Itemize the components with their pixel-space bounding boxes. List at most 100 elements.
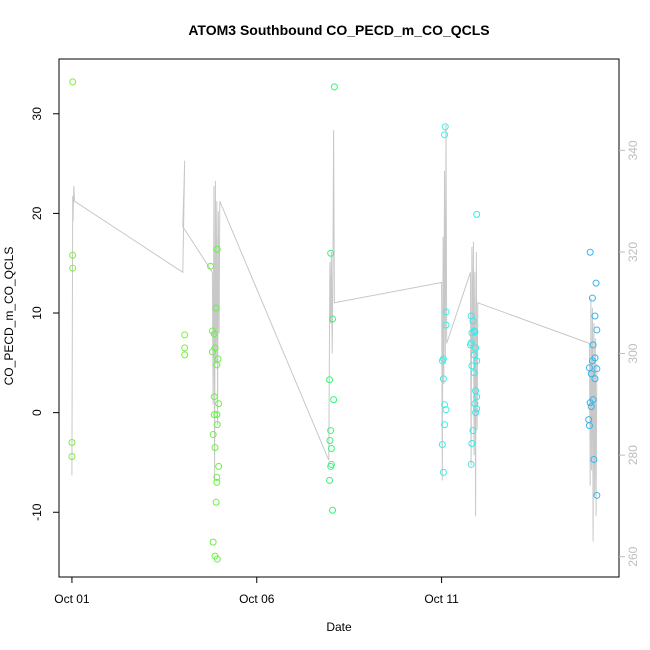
x-tick-label: Oct 11 (424, 592, 459, 606)
data-point (593, 491, 601, 499)
data-point (215, 462, 223, 470)
data-point (213, 478, 221, 486)
plot-area-frame (58, 58, 620, 578)
data-point (472, 344, 480, 352)
data-point (181, 331, 189, 339)
data-point (466, 341, 474, 349)
data-point (591, 375, 599, 383)
data-point (441, 401, 449, 409)
data-point (585, 364, 593, 372)
data-point (327, 249, 335, 257)
data-point (587, 370, 595, 378)
data-point (213, 421, 221, 429)
data-point (327, 462, 335, 470)
point-series-layer (68, 78, 601, 563)
series-line (71, 124, 598, 542)
data-point (468, 440, 476, 448)
chart-title: ATOM3 Southbound CO_PECD_m_CO_QCLS (188, 22, 489, 38)
data-point (69, 251, 77, 259)
data-point (467, 460, 475, 468)
data-point (213, 473, 221, 481)
data-point (587, 403, 595, 411)
data-point (439, 375, 447, 383)
y-right-tick-label: 280 (626, 445, 640, 465)
y-axis-right: 260 280 300 320 340 (619, 140, 640, 567)
y-right-tick-label: 340 (626, 140, 640, 160)
y-axis-label: CO_PECD_m_CO_QCLS (2, 247, 16, 386)
data-point (68, 439, 76, 447)
data-point (473, 210, 481, 218)
line-series-layer (71, 124, 598, 542)
data-point (213, 361, 221, 369)
data-point (586, 248, 594, 256)
data-point (213, 555, 221, 563)
data-point (472, 409, 480, 417)
x-tick-label: Oct 06 (239, 592, 275, 606)
data-point (473, 357, 481, 365)
data-point (470, 327, 478, 335)
y-right-tick-label: 260 (626, 546, 640, 566)
data-point (330, 83, 338, 91)
data-point (585, 422, 593, 430)
x-axis: Oct 01 Oct 06 Oct 11 (54, 576, 459, 606)
y-axis-left: -10 0 10 20 30 (30, 107, 59, 521)
data-point (442, 321, 450, 329)
y-right-tick-label: 320 (626, 242, 640, 262)
data-point (468, 362, 476, 370)
data-point (215, 400, 223, 408)
data-point (441, 123, 449, 131)
data-point (212, 498, 220, 506)
data-point (473, 405, 481, 413)
data-point (327, 444, 335, 452)
data-point (330, 396, 338, 404)
data-point (592, 279, 600, 287)
y-tick-label: -10 (30, 503, 44, 521)
data-point (439, 468, 447, 476)
data-point (329, 506, 337, 514)
data-point (69, 78, 77, 86)
data-point (593, 365, 601, 373)
data-point (468, 329, 476, 337)
data-point (210, 393, 218, 401)
data-point (211, 444, 219, 451)
data-point (589, 341, 597, 349)
data-point (210, 411, 218, 419)
data-point (441, 131, 449, 139)
data-point (441, 421, 449, 429)
x-axis-label: Date (326, 620, 352, 634)
data-point (469, 427, 477, 435)
data-point (471, 328, 479, 336)
data-point (209, 431, 217, 439)
data-point (591, 312, 599, 320)
y-tick-label: 10 (30, 306, 44, 320)
data-point (213, 411, 221, 419)
data-point (69, 264, 77, 272)
y-tick-label: 0 (30, 409, 44, 416)
data-point (470, 351, 478, 359)
x-tick-label: Oct 01 (54, 592, 90, 606)
data-point (326, 437, 334, 445)
data-point (181, 344, 189, 352)
data-point (326, 376, 334, 384)
data-point (588, 294, 596, 302)
data-point (210, 330, 218, 338)
data-point (181, 351, 189, 359)
data-point (593, 326, 601, 334)
data-point (438, 357, 446, 365)
data-point (68, 452, 76, 460)
data-point (586, 399, 594, 407)
data-point (326, 476, 334, 484)
data-point (442, 406, 450, 414)
data-point (588, 357, 596, 365)
data-point (442, 308, 450, 316)
data-point (211, 344, 219, 352)
data-point (590, 455, 598, 463)
data-point (207, 262, 215, 270)
data-point (212, 304, 220, 312)
data-point (469, 317, 477, 325)
y-right-tick-label: 300 (626, 343, 640, 363)
data-point (438, 441, 446, 449)
data-point (329, 315, 337, 323)
data-point (209, 538, 217, 546)
